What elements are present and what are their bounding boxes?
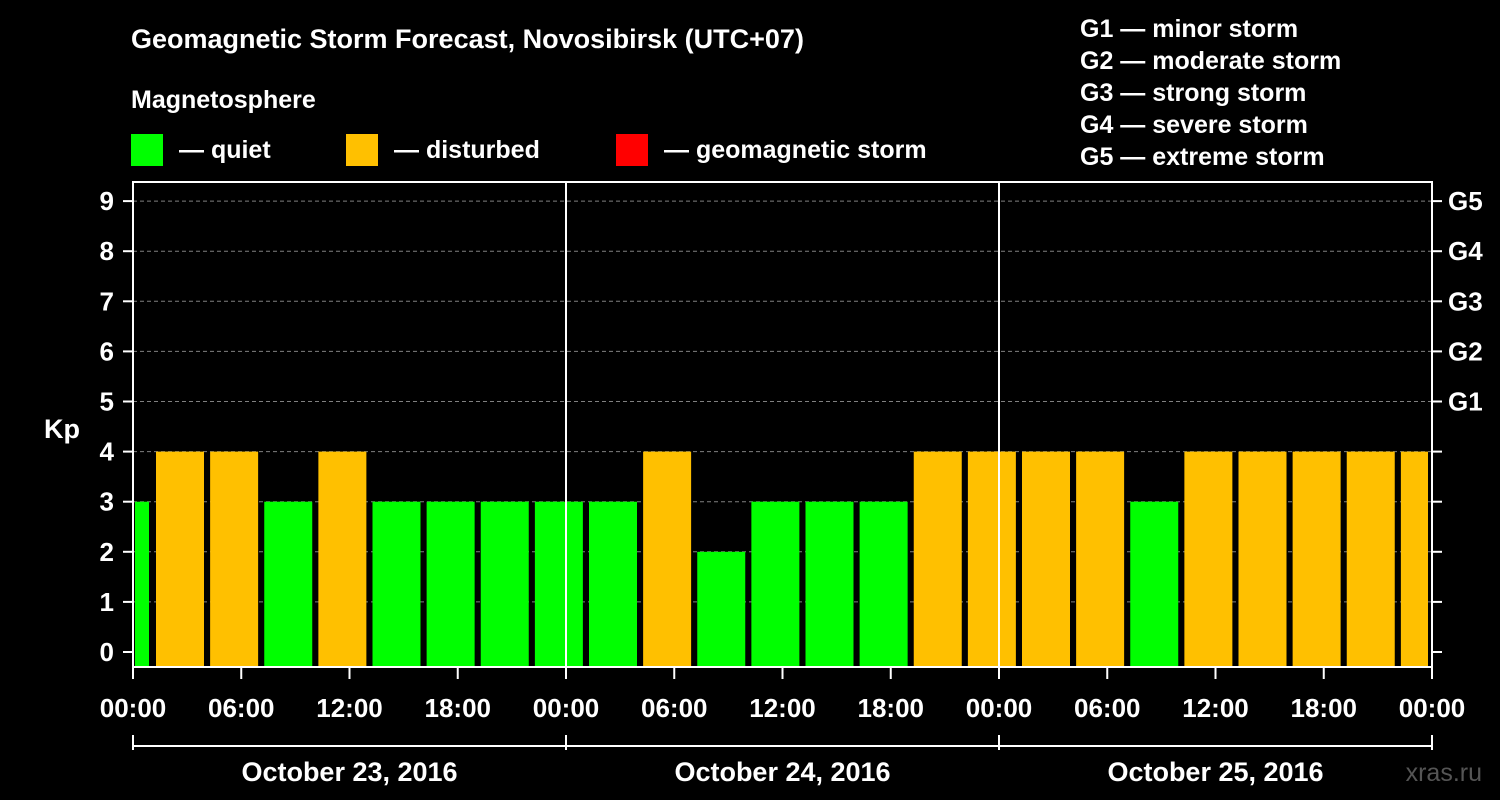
kp-bar [589,501,637,667]
y-tick-label: 5 [100,387,114,417]
legend-swatch-disturbed [346,134,378,166]
kp-bar [1022,451,1070,667]
kp-bar [913,451,962,667]
kp-bar [480,501,529,667]
kp-bar [697,551,746,667]
g-level-label: G5 [1448,186,1483,216]
kp-bar [1346,451,1395,667]
legend-item-disturbed: — disturbed [346,133,540,167]
x-tick-label: 12:00 [1182,693,1249,723]
y-axis-label: Kp [44,414,80,444]
g-scale-g3: G3 — strong storm [1080,79,1307,107]
x-tick-label: 12:00 [316,693,383,723]
g-level-label: G3 [1448,286,1483,316]
kp-bar [1076,451,1125,667]
y-tick-label: 3 [100,487,114,517]
g-level-label: G4 [1448,236,1483,266]
legend-label-disturbed: — disturbed [394,135,540,164]
legend-item-storm: — geomagnetic storm [616,133,927,167]
kp-bar [534,501,583,667]
g-level-label: G1 [1448,387,1483,417]
kp-bar [318,451,367,667]
g-scale-g4: G4 — severe storm [1080,111,1308,139]
legend-label-quiet: — quiet [179,135,271,164]
kp-bar [643,451,692,667]
y-tick-label: 7 [100,286,114,316]
kp-bar [751,501,800,667]
g-level-label: G2 [1448,336,1483,366]
magnetosphere-legend-title: Magnetosphere [131,86,316,114]
y-tick-label: 1 [100,587,114,617]
g-scale-g2: G2 — moderate storm [1080,47,1342,75]
x-tick-label: 00:00 [1399,693,1466,723]
kp-bar [264,501,313,667]
x-tick-label: 06:00 [208,693,275,723]
legend-swatch-quiet [131,134,163,166]
y-tick-label: 0 [100,637,114,667]
kp-bar [1400,451,1428,667]
y-tick-label: 2 [100,537,114,567]
x-tick-label: 18:00 [425,693,492,723]
x-tick-label: 06:00 [641,693,708,723]
x-tick-label: 18:00 [1291,693,1358,723]
g-scale-g1: G1 — minor storm [1080,15,1299,43]
y-tick-label: 6 [100,336,114,366]
watermark: xras.ru [1406,759,1482,787]
kp-bar [1238,451,1287,667]
x-tick-label: 18:00 [858,693,925,723]
legend-swatch-storm [616,134,648,166]
kp-bar [372,501,421,667]
x-tick-label: 00:00 [100,693,167,723]
y-tick-label: 8 [100,236,114,266]
x-tick-label: 06:00 [1074,693,1141,723]
kp-bar [1292,451,1341,667]
kp-bar [1184,451,1233,667]
kp-bar [426,501,475,667]
kp-bar [210,451,259,667]
kp-bar [805,501,854,667]
x-tick-label: 00:00 [533,693,600,723]
date-label: October 23, 2016 [241,757,457,787]
date-label: October 24, 2016 [674,757,890,787]
kp-bar [967,451,1016,667]
date-label: October 25, 2016 [1107,757,1323,787]
g-scale-legend: G1 — minor storm G2 — moderate storm G3 … [1080,13,1341,173]
kp-bar [859,501,908,667]
y-tick-label: 4 [100,437,115,467]
legend-label-storm: — geomagnetic storm [664,135,927,164]
kp-bar [1130,501,1179,667]
y-tick-label: 9 [100,186,114,216]
x-tick-label: 12:00 [749,693,816,723]
kp-bar [135,501,149,667]
g-scale-g5: G5 — extreme storm [1080,143,1325,171]
kp-bar [156,451,204,667]
legend-item-quiet: — quiet [131,133,271,167]
x-tick-label: 00:00 [966,693,1033,723]
chart-title: Geomagnetic Storm Forecast, Novosibirsk … [131,24,804,54]
